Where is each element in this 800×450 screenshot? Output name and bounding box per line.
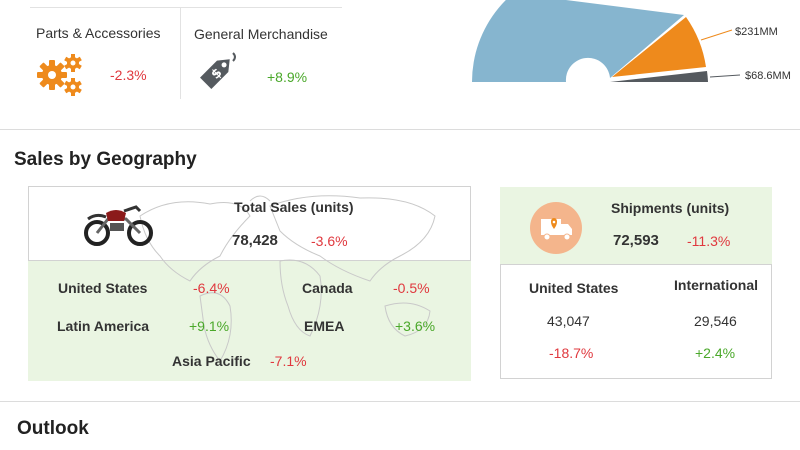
region-name-latin-america: Latin America xyxy=(57,318,150,334)
donut-leader-orange xyxy=(700,29,733,41)
region-name-united-states: United States xyxy=(58,280,148,296)
category-change-merchandise: +8.9% xyxy=(267,69,308,85)
region-name-emea: EMEA xyxy=(304,318,345,334)
shipments-col-value-international: 29,546 xyxy=(694,313,737,329)
regions-panel xyxy=(28,260,471,381)
donut-slice-orange xyxy=(612,17,706,77)
region-change-canada: -0.5% xyxy=(393,280,430,296)
shipments-col-name-international: International xyxy=(674,277,759,293)
shipments-col-change-us: -18.7% xyxy=(549,345,594,361)
shipments-value: 72,593 xyxy=(613,232,659,249)
sales-donut-chart xyxy=(471,0,741,82)
category-label-parts: Parts & Accessories xyxy=(36,25,161,41)
shipments-col-name-us: United States xyxy=(529,280,619,296)
total-sales-value: 78,428 xyxy=(232,232,278,249)
top-divider xyxy=(30,7,342,8)
geography-section-title: Sales by Geography xyxy=(14,149,197,170)
category-change-parts: -2.3% xyxy=(110,67,147,83)
price-tag-icon: $ xyxy=(193,49,241,100)
total-sales-card xyxy=(28,186,471,261)
category-divider xyxy=(180,8,181,99)
region-change-emea: +3.6% xyxy=(395,318,436,334)
shipments-label: Shipments (units) xyxy=(611,200,730,216)
shipments-col-value-us: 43,047 xyxy=(547,313,590,329)
total-sales-label: Total Sales (units) xyxy=(234,199,354,215)
region-change-asia-pacific: -7.1% xyxy=(270,353,307,369)
donut-leader-gray xyxy=(709,74,741,78)
donut-slice-blue xyxy=(471,0,684,82)
region-name-asia-pacific: Asia Pacific xyxy=(172,353,251,369)
category-label-merchandise: General Merchandise xyxy=(194,26,328,42)
outlook-section-title: Outlook xyxy=(17,418,89,439)
donut-label-gray: $68.6MM xyxy=(745,70,791,82)
region-change-latin-america: +9.1% xyxy=(189,318,230,334)
section-separator-outlook xyxy=(0,401,800,402)
region-change-united-states: -6.4% xyxy=(193,280,230,296)
motorcycle-icon xyxy=(84,197,154,254)
world-map-background xyxy=(139,195,436,362)
section-separator xyxy=(0,129,800,130)
shipments-change: -11.3% xyxy=(687,233,731,249)
shipments-col-change-international: +2.4% xyxy=(695,345,736,361)
shipments-breakdown-card xyxy=(500,264,772,379)
region-name-canada: Canada xyxy=(302,280,353,296)
donut-slice-gray xyxy=(610,71,708,82)
donut-label-orange: $231MM xyxy=(735,26,778,38)
delivery-truck-icon xyxy=(530,202,582,254)
total-sales-change: -3.6% xyxy=(311,233,348,249)
gears-icon xyxy=(36,54,84,101)
